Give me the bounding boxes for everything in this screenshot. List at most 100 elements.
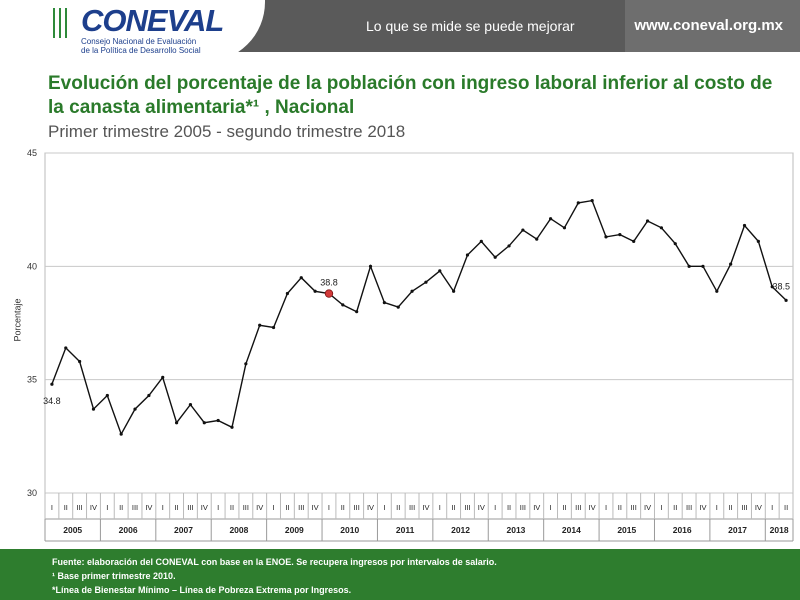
year-label: 2007 <box>174 525 193 535</box>
year-label: 2012 <box>451 525 470 535</box>
x-tick-label: III <box>409 503 415 512</box>
data-point <box>784 298 788 302</box>
year-label: 2013 <box>507 525 526 535</box>
website-block <box>625 0 800 52</box>
data-point <box>632 239 636 243</box>
x-tick-label: III <box>76 503 82 512</box>
x-tick-label: I <box>217 503 219 512</box>
x-tick-label: III <box>575 503 581 512</box>
data-point <box>742 223 747 228</box>
year-label: 2016 <box>673 525 692 535</box>
data-point <box>507 244 511 248</box>
year-label: 2018 <box>770 525 789 535</box>
data-point <box>382 301 386 305</box>
data-point <box>133 407 137 411</box>
plot-frame <box>44 152 794 494</box>
data-point <box>105 393 109 398</box>
x-tick-label: I <box>106 503 108 512</box>
data-point <box>188 403 193 407</box>
x-tick-label: IV <box>201 503 208 512</box>
data-point <box>368 264 373 268</box>
data-point <box>341 303 345 307</box>
x-tick-label: III <box>631 503 637 512</box>
x-tick-label: IV <box>699 503 706 512</box>
year-label: 2010 <box>340 525 359 535</box>
x-tick-label: II <box>562 503 566 512</box>
data-point <box>271 325 276 330</box>
data-point <box>396 305 400 309</box>
data-point <box>687 264 691 268</box>
x-tick-label: III <box>243 503 249 512</box>
x-tick-label: III <box>298 503 304 512</box>
footer-notes: Fuente: elaboración del CONEVAL con base… <box>0 549 800 600</box>
data-point <box>438 269 442 273</box>
year-label: 2011 <box>396 525 415 535</box>
data-point <box>756 239 760 243</box>
x-tick-label: I <box>771 503 773 512</box>
year-label: 2005 <box>63 525 82 535</box>
highlight-point <box>324 289 334 298</box>
x-tick-label: II <box>230 503 234 512</box>
x-tick-label: I <box>162 503 164 512</box>
x-tick-label: III <box>686 503 692 512</box>
x-tick-label: IV <box>755 503 762 512</box>
x-tick-label: II <box>175 503 179 512</box>
x-tick-label: IV <box>145 503 152 512</box>
year-label: 2014 <box>562 525 581 535</box>
chart-subtitle: Primer trimestre 2005 - segundo trimestr… <box>48 122 406 141</box>
x-tick-label: II <box>285 503 289 512</box>
x-tick-label: II <box>729 503 733 512</box>
data-point <box>479 239 483 243</box>
y-tick-label: 30 <box>27 488 37 498</box>
data-point <box>424 280 428 284</box>
data-point <box>161 375 165 379</box>
data-point <box>258 323 262 327</box>
data-point <box>493 255 497 259</box>
x-tick-label: IV <box>367 503 374 512</box>
x-tick-label: III <box>741 503 747 512</box>
data-point <box>244 362 248 366</box>
footer-source: Fuente: elaboración del CONEVAL con base… <box>52 557 497 567</box>
data-point <box>729 262 733 266</box>
data-point <box>50 382 54 386</box>
website-link[interactable]: www.coneval.org.mx <box>634 17 783 34</box>
x-tick-label: II <box>618 503 622 512</box>
y-tick-label: 45 <box>27 148 37 158</box>
data-point <box>659 226 664 230</box>
data-point <box>715 289 719 293</box>
x-tick-label: II <box>507 503 511 512</box>
logo-sub-line1: Consejo Nacional de Evaluación <box>81 37 197 46</box>
logo-area: CONEVAL Consejo Nacional de Evaluación d… <box>0 0 265 62</box>
logo-text: CONEVAL <box>81 3 224 38</box>
x-tick-label: II <box>64 503 68 512</box>
x-tick-label: IV <box>478 503 485 512</box>
chart-title: Evolución del porcentaje de la población… <box>48 73 773 118</box>
data-point <box>78 359 82 364</box>
data-point <box>313 289 317 293</box>
year-label: 2006 <box>119 525 138 535</box>
data-point <box>174 421 179 425</box>
logo-sub-line2: de la Política de Desarrollo Social <box>81 46 201 55</box>
footer-note-1: ¹ Base primer trimestre 2010. <box>52 571 176 581</box>
data-point <box>645 219 650 223</box>
x-tick-label: I <box>51 503 53 512</box>
data-point <box>410 289 414 293</box>
data-label: 38.5 <box>773 281 791 291</box>
x-tick-label: IV <box>589 503 596 512</box>
x-tick-label: I <box>383 503 385 512</box>
data-point <box>576 201 580 205</box>
data-point <box>202 421 206 425</box>
x-tick-label: I <box>273 503 275 512</box>
data-point <box>355 310 359 314</box>
x-tick-label: I <box>660 503 662 512</box>
slogan: Lo que se mide se puede mejorar <box>366 18 575 34</box>
data-point <box>770 285 774 289</box>
data-point <box>521 228 525 232</box>
logo-subtitle: Consejo Nacional de Evaluación de la Pol… <box>81 37 201 55</box>
x-tick-label: III <box>354 503 360 512</box>
data-point <box>465 253 470 257</box>
y-tick-label: 35 <box>27 375 37 385</box>
x-tick-label: IV <box>312 503 319 512</box>
x-tick-label: IV <box>256 503 263 512</box>
